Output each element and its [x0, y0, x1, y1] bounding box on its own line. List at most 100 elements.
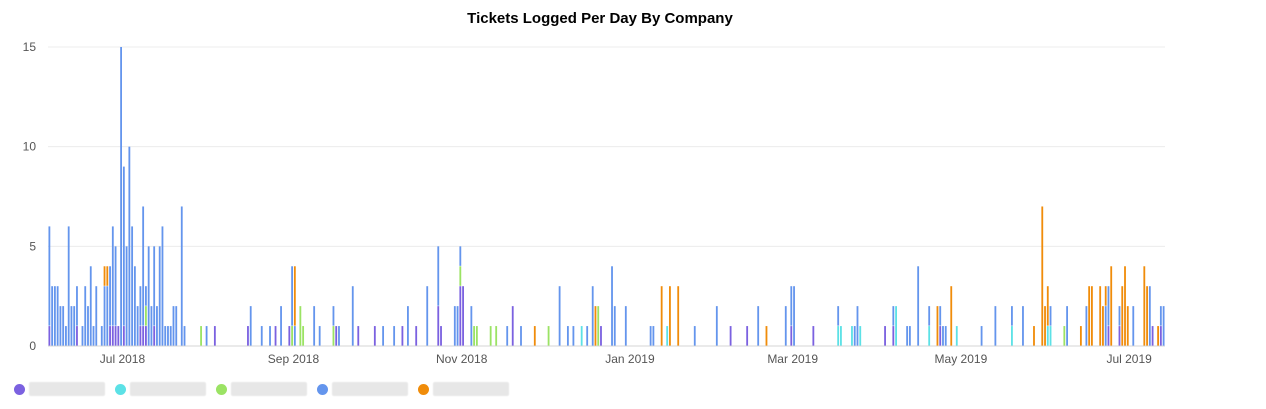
- bar-segment[interactable]: [338, 326, 340, 346]
- bar-segment[interactable]: [1124, 266, 1126, 346]
- bar-segment[interactable]: [928, 306, 931, 326]
- bar-segment[interactable]: [125, 246, 128, 346]
- bar-segment[interactable]: [600, 326, 602, 346]
- bar-segment[interactable]: [153, 246, 156, 326]
- bar-segment[interactable]: [293, 326, 296, 346]
- bar-segment[interactable]: [147, 246, 150, 346]
- bar-segment[interactable]: [611, 266, 613, 346]
- bar-segment[interactable]: [65, 326, 67, 346]
- bar-segment[interactable]: [440, 326, 442, 346]
- legend-item[interactable]: [317, 382, 408, 396]
- bar-segment[interactable]: [459, 266, 462, 286]
- bar-segment[interactable]: [109, 326, 111, 346]
- bar-segment[interactable]: [784, 306, 787, 346]
- bar-segment[interactable]: [950, 286, 953, 346]
- bar-segment[interactable]: [456, 306, 459, 346]
- bar-segment[interactable]: [1110, 266, 1113, 346]
- bar-segment[interactable]: [765, 326, 768, 346]
- bar-segment[interactable]: [313, 306, 316, 346]
- bar-segment[interactable]: [156, 306, 158, 346]
- bar-segment[interactable]: [142, 326, 145, 346]
- bar-segment[interactable]: [288, 326, 291, 346]
- bar-segment[interactable]: [103, 266, 106, 286]
- bar-segment[interactable]: [158, 246, 161, 346]
- bar-segment[interactable]: [936, 306, 939, 346]
- bar-segment[interactable]: [1143, 266, 1146, 346]
- bar-segment[interactable]: [280, 306, 282, 346]
- bar-segment[interactable]: [1088, 286, 1091, 346]
- bar-segment[interactable]: [76, 326, 78, 346]
- bar-segment[interactable]: [840, 326, 842, 346]
- bar-segment[interactable]: [790, 326, 793, 346]
- bar-segment[interactable]: [299, 306, 302, 346]
- bar-segment[interactable]: [666, 326, 669, 346]
- bar-segment[interactable]: [462, 286, 464, 346]
- bar-segment[interactable]: [84, 286, 87, 346]
- bar-segment[interactable]: [213, 326, 216, 346]
- bar-segment[interactable]: [73, 306, 76, 346]
- bar-segment[interactable]: [853, 326, 856, 346]
- bar-segment[interactable]: [335, 326, 338, 346]
- bar-segment[interactable]: [473, 326, 476, 346]
- bar-segment[interactable]: [851, 326, 853, 346]
- bar-segment[interactable]: [48, 226, 51, 326]
- bar-segment[interactable]: [669, 286, 671, 346]
- bar-segment[interactable]: [942, 326, 944, 346]
- bar-segment[interactable]: [133, 266, 136, 346]
- bar-segment[interactable]: [393, 326, 396, 346]
- bar-segment[interactable]: [1148, 286, 1151, 346]
- bar-segment[interactable]: [106, 266, 109, 286]
- bar-segment[interactable]: [437, 246, 440, 306]
- bar-segment[interactable]: [1121, 286, 1124, 346]
- bar-segment[interactable]: [81, 326, 84, 346]
- bar-segment[interactable]: [1118, 306, 1121, 326]
- bar-segment[interactable]: [1162, 306, 1165, 346]
- bar-segment[interactable]: [1126, 306, 1129, 346]
- bar-segment[interactable]: [145, 306, 147, 326]
- bar-segment[interactable]: [139, 326, 142, 346]
- bar-segment[interactable]: [136, 306, 139, 346]
- bar-segment[interactable]: [1049, 306, 1052, 326]
- bar-segment[interactable]: [183, 326, 186, 346]
- bar-segment[interactable]: [856, 306, 859, 346]
- bar-segment[interactable]: [1046, 326, 1049, 346]
- bar-segment[interactable]: [164, 326, 167, 346]
- bar-segment[interactable]: [382, 326, 385, 346]
- bar-segment[interactable]: [1011, 306, 1013, 326]
- bar-segment[interactable]: [48, 326, 51, 346]
- bar-segment[interactable]: [1091, 286, 1093, 346]
- bar-segment[interactable]: [489, 326, 492, 346]
- bar-segment[interactable]: [520, 326, 522, 346]
- bar-segment[interactable]: [693, 326, 696, 346]
- bar-segment[interactable]: [1046, 286, 1049, 326]
- bar-segment[interactable]: [459, 246, 462, 266]
- bar-segment[interactable]: [247, 326, 249, 346]
- bar-segment[interactable]: [1118, 326, 1121, 346]
- bar-segment[interactable]: [59, 306, 62, 346]
- bar-segment[interactable]: [1044, 306, 1046, 346]
- bar-segment[interactable]: [332, 326, 335, 346]
- bar-segment[interactable]: [180, 206, 183, 346]
- bar-segment[interactable]: [597, 306, 600, 346]
- bar-segment[interactable]: [131, 226, 134, 346]
- bar-segment[interactable]: [1159, 326, 1162, 346]
- bar-segment[interactable]: [122, 166, 125, 326]
- bar-segment[interactable]: [1033, 326, 1035, 346]
- bar-segment[interactable]: [120, 47, 122, 346]
- bar-segment[interactable]: [437, 306, 440, 346]
- bar-segment[interactable]: [547, 326, 550, 346]
- bar-segment[interactable]: [558, 286, 561, 346]
- bar-segment[interactable]: [453, 306, 456, 346]
- bar-segment[interactable]: [917, 266, 920, 346]
- bar-segment[interactable]: [1107, 326, 1110, 346]
- bar-segment[interactable]: [475, 326, 478, 346]
- bar-segment[interactable]: [757, 306, 760, 346]
- bar-segment[interactable]: [1151, 326, 1154, 346]
- bar-segment[interactable]: [837, 326, 840, 346]
- legend-item[interactable]: [216, 382, 307, 396]
- bar-segment[interactable]: [660, 286, 663, 346]
- bar-segment[interactable]: [1041, 206, 1044, 346]
- bar-segment[interactable]: [1107, 286, 1110, 326]
- bar-segment[interactable]: [1066, 306, 1068, 346]
- bar-segment[interactable]: [1099, 286, 1102, 346]
